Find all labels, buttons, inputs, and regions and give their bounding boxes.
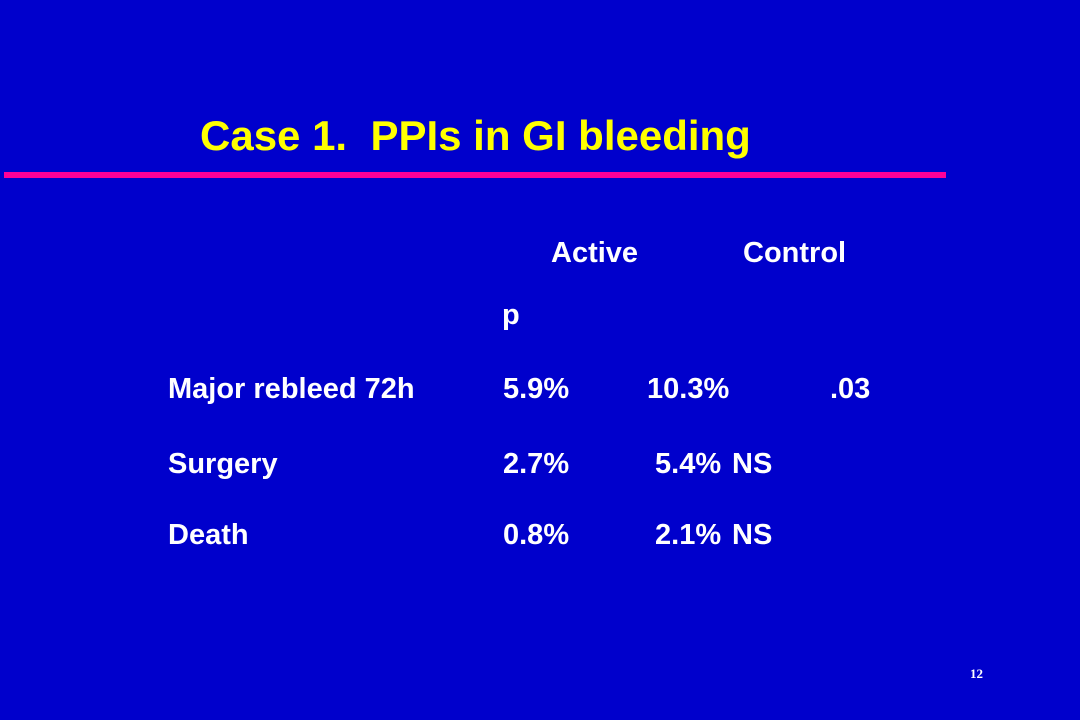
row-control-value: 5.4% [647, 448, 722, 480]
row-control-value: 2.1% [647, 519, 722, 551]
header-control: Control [743, 237, 847, 269]
row-p-value: .03 [830, 373, 871, 405]
row-p-value: NS [732, 448, 773, 480]
header-active: Active [551, 237, 639, 269]
row-active-value: 5.9% [503, 373, 570, 405]
slide-number: 12 [970, 666, 983, 681]
row-p-value: NS [732, 519, 773, 551]
row-label: Major rebleed 72h [168, 373, 415, 405]
row-label: Surgery [168, 448, 278, 480]
slide-title: Case 1. PPIs in GI bleeding [200, 112, 751, 159]
header-p: p [502, 299, 520, 331]
row-active-value: 2.7% [503, 448, 570, 480]
row-label: Death [168, 519, 249, 551]
row-control-value: 10.3% [647, 373, 730, 405]
title-divider [4, 172, 946, 178]
row-active-value: 0.8% [503, 519, 570, 551]
